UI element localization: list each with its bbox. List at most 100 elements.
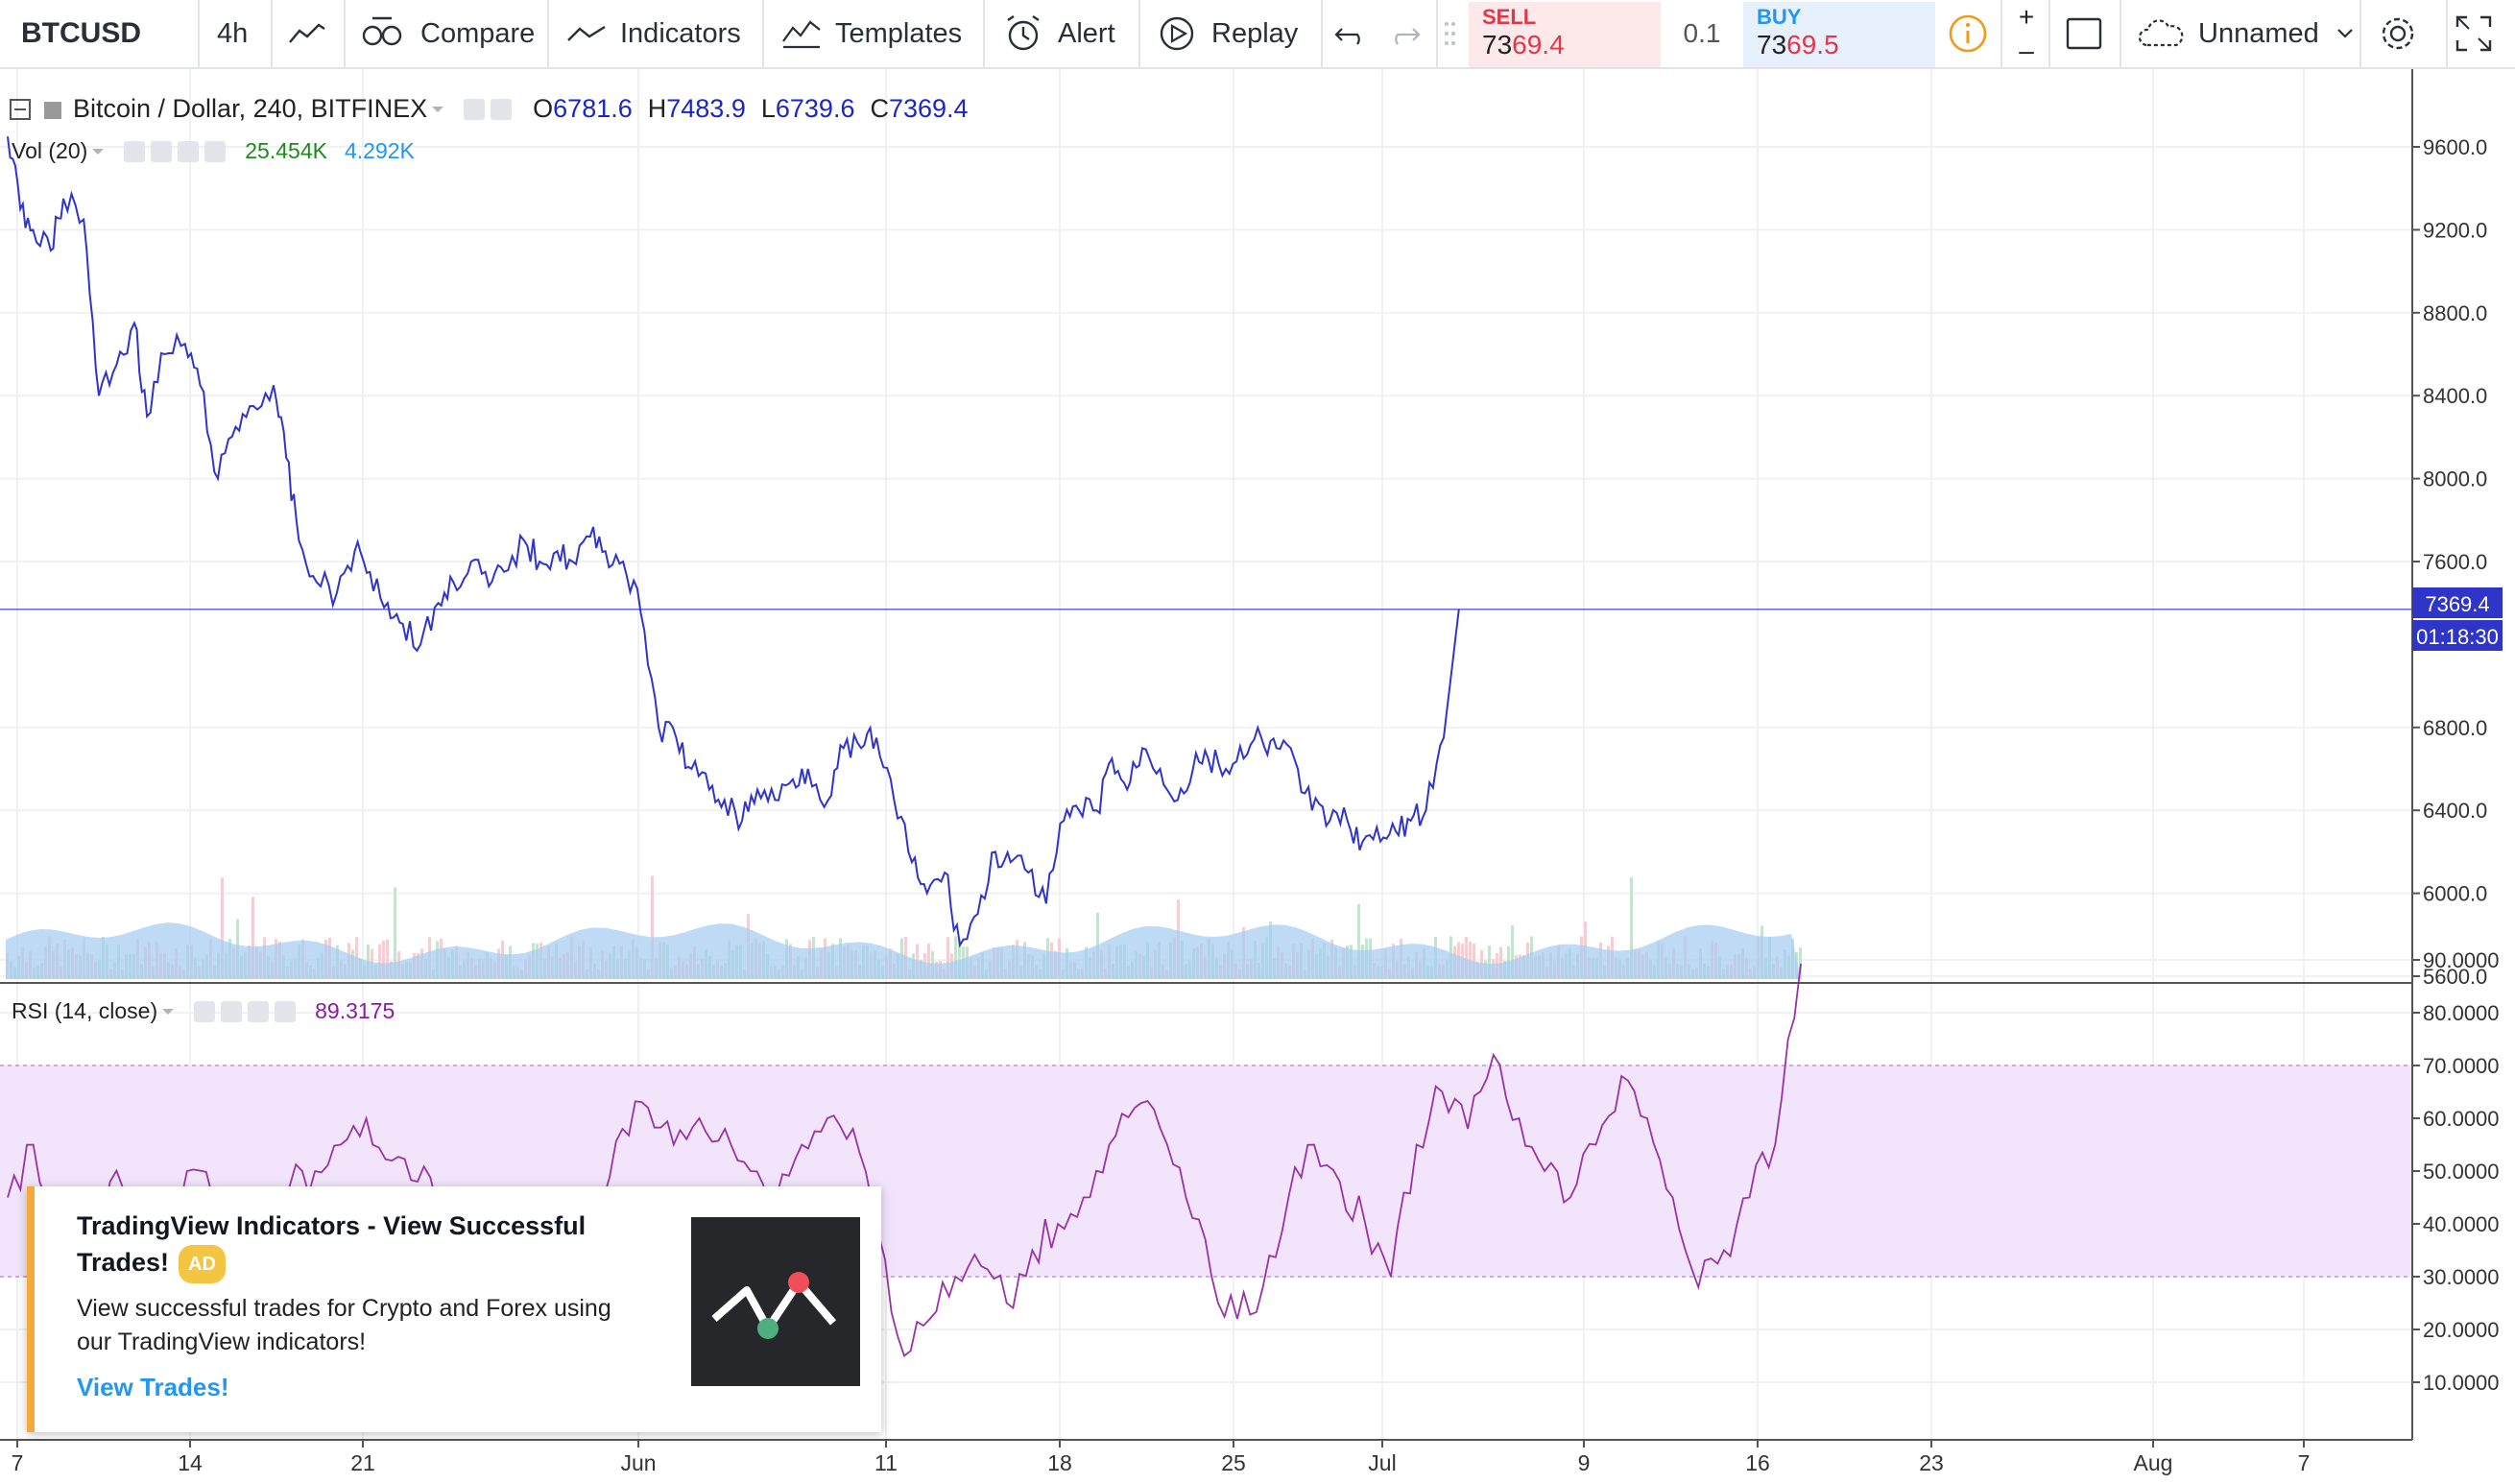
fullscreen-toggle-button[interactable] — [2064, 0, 2104, 67]
time-tick-label: 7 — [12, 1450, 24, 1475]
indicators-label: Indicators — [620, 17, 741, 49]
toolbar-divider — [198, 0, 200, 67]
volume-bar — [1630, 877, 1633, 979]
quantity-minus-button[interactable]: – — [2019, 35, 2034, 65]
rsi-tick-label: 80.0000 — [2423, 1001, 2500, 1025]
volume-bar — [1357, 903, 1360, 979]
main-series-legend: Bitcoin / Dollar, 240, BITFINEX O 6781.6 … — [8, 94, 969, 124]
series-color-icon[interactable] — [40, 96, 67, 123]
chevron-down-icon[interactable] — [427, 98, 450, 121]
expand-icon — [2455, 15, 2492, 52]
countdown-badge-text: 01:18:30 — [2416, 625, 2499, 649]
close-icon[interactable] — [275, 1000, 297, 1022]
chevron-down-icon[interactable] — [87, 140, 110, 163]
gear-icon[interactable] — [491, 98, 513, 120]
time-tick-label: 25 — [1221, 1450, 1246, 1475]
gear-icon — [2382, 17, 2414, 50]
compare-icon — [362, 16, 402, 46]
ad-title[interactable]: TradingView Indicators - View Successful… — [77, 1208, 634, 1283]
rsi-tick-label: 60.0000 — [2423, 1107, 2500, 1131]
symbol-search-button[interactable]: BTCUSD — [21, 0, 141, 67]
series-title[interactable]: Bitcoin / Dollar, 240, BITFINEX — [73, 94, 428, 123]
price-axis[interactable]: 9600.0 9200.0 8800.0 8400.0 8000.0 7600.0 6800… — [2412, 135, 2487, 989]
symbol-label: BTCUSD — [21, 17, 141, 49]
volume-bar — [394, 887, 396, 979]
redo-button[interactable] — [1386, 0, 1425, 67]
collapse-icon[interactable] — [8, 96, 35, 123]
volume-legend: Vol (20) 25.454K 4.292K — [12, 138, 415, 164]
visibility-icon[interactable] — [194, 1000, 216, 1022]
price-tick-label: 6800.0 — [2423, 716, 2487, 740]
alert-button[interactable]: Alert — [1002, 0, 1115, 67]
interval-button[interactable]: 4h — [217, 0, 248, 67]
high-value: 7483.9 — [666, 94, 746, 123]
open-value: 6781.6 — [553, 94, 633, 123]
square-icon — [2066, 17, 2102, 50]
top-toolbar: BTCUSD 4h Compare Indicators Templates — [0, 0, 2515, 69]
ad-popup[interactable]: TradingView Indicators - View Successful… — [27, 1186, 881, 1432]
rsi-tick-label: 90.0000 — [2423, 948, 2500, 972]
volume-bar — [651, 875, 654, 979]
indicators-button[interactable]: Indicators — [566, 0, 741, 67]
rsi-axis[interactable]: 90.0000 80.0000 70.0000 60.0000 50.0000 40.00… — [2412, 948, 2500, 1395]
time-tick-label: 21 — [350, 1450, 375, 1475]
chart-canvas[interactable]: 9600.0 9200.0 8800.0 8400.0 8000.0 7600.0 6800… — [0, 69, 2515, 1484]
ad-link[interactable]: View Trades! — [77, 1373, 229, 1401]
quantity-plus-button[interactable]: + — [2018, 1, 2035, 32]
toolbar-divider — [344, 0, 346, 67]
volume-bar — [382, 940, 385, 979]
undo-button[interactable] — [1332, 0, 1371, 67]
visibility-icon[interactable] — [124, 140, 146, 162]
volume-bar — [958, 938, 961, 979]
templates-label: Templates — [835, 17, 963, 49]
chevron-down-icon[interactable] — [157, 1000, 180, 1023]
price-tick-label: 9200.0 — [2423, 218, 2487, 242]
time-tick-label: 11 — [874, 1450, 898, 1475]
time-tick-label: Jul — [1368, 1450, 1396, 1475]
gear-icon[interactable] — [151, 140, 173, 162]
buy-button[interactable]: BUY 7369.5 — [1743, 2, 1935, 67]
compare-button[interactable]: Compare — [359, 0, 535, 67]
settings-button[interactable] — [2377, 0, 2419, 67]
close-icon[interactable] — [204, 140, 227, 162]
visibility-icon[interactable] — [464, 98, 486, 120]
time-axis[interactable]: 7 14 21 Jun 11 18 25 Jul 9 16 23 Aug 7 — [12, 1440, 2311, 1475]
low-value: 6739.6 — [775, 94, 855, 123]
rsi-tick-label: 40.0000 — [2423, 1212, 2500, 1236]
chevron-down-icon — [2336, 29, 2353, 38]
templates-button[interactable]: Templates — [781, 0, 962, 67]
alert-label: Alert — [1058, 17, 1115, 49]
price-tick-label: 8400.0 — [2423, 384, 2487, 408]
replay-button[interactable]: Replay — [1156, 0, 1298, 67]
volume-bar — [1488, 945, 1491, 979]
time-tick-label: 18 — [1047, 1450, 1072, 1475]
layout-menu-button[interactable]: Unnamed — [2137, 0, 2359, 67]
ad-text: View successful trades for Crypto and Fo… — [77, 1295, 611, 1355]
replay-icon — [1160, 16, 1194, 51]
sell-button[interactable]: SELL 7369.4 — [1469, 2, 1661, 67]
line-chart-icon — [289, 23, 325, 43]
info-button[interactable] — [1947, 0, 1989, 67]
low-key: L — [760, 94, 776, 123]
chart-style-button[interactable] — [288, 0, 326, 67]
buy-price-major: 73 — [1757, 30, 1787, 60]
expand-button[interactable] — [2454, 0, 2494, 67]
price-tick-label: 6400.0 — [2423, 799, 2487, 823]
close-value: 7369.4 — [888, 94, 969, 123]
volume-title[interactable]: Vol (20) — [12, 138, 88, 163]
time-tick-label: Jun — [620, 1450, 656, 1475]
volume-bar — [221, 877, 224, 979]
rsi-series-line — [7, 963, 1802, 1357]
add-icon[interactable] — [248, 1000, 270, 1022]
toolbar-divider — [1436, 0, 1438, 67]
ad-badge: AD — [179, 1244, 226, 1283]
add-icon[interactable] — [178, 140, 200, 162]
ad-image[interactable] — [691, 1217, 860, 1386]
replay-label: Replay — [1211, 17, 1299, 49]
rsi-title[interactable]: RSI (14, close) — [12, 998, 158, 1023]
price-tick-label: 9600.0 — [2423, 135, 2487, 159]
buy-label: BUY — [1757, 5, 1802, 29]
volume-bar — [252, 897, 254, 979]
drag-handle-icon[interactable] — [1444, 0, 1457, 67]
gear-icon[interactable] — [221, 1000, 243, 1022]
